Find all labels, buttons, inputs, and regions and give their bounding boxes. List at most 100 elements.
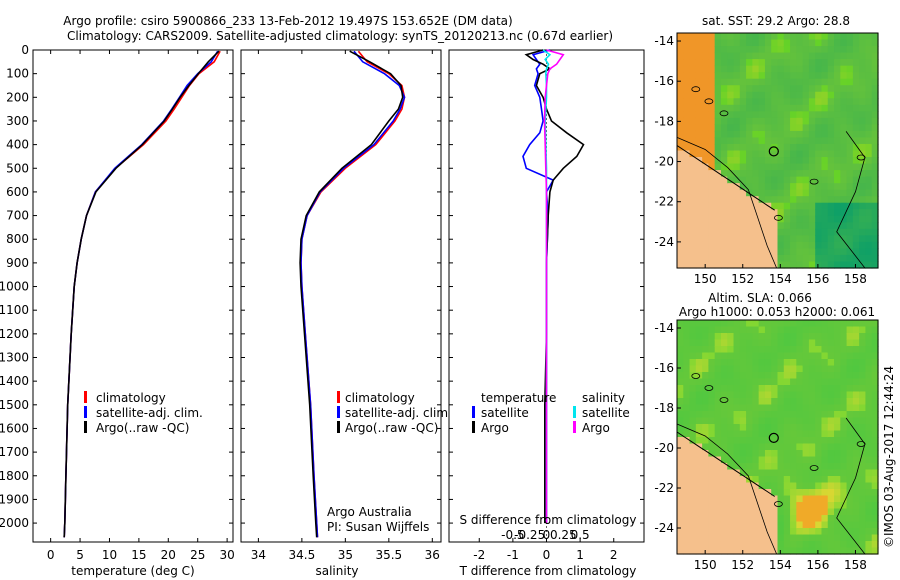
- map-cell: [683, 320, 691, 328]
- map-cell: [720, 91, 728, 99]
- map-cell: [871, 143, 879, 152]
- map-cell: [758, 372, 766, 380]
- map-cell: [859, 469, 867, 477]
- depth-tick-label: 1500: [0, 398, 29, 412]
- map-cell: [746, 46, 753, 54]
- map-cell: [790, 72, 797, 80]
- map-cell: [790, 124, 797, 132]
- map-cell: [752, 52, 760, 60]
- map-cell: [695, 450, 703, 458]
- map-cell: [834, 117, 841, 125]
- map-cell: [796, 359, 804, 367]
- map-cell: [733, 202, 741, 210]
- map-cell: [808, 372, 816, 380]
- map-cell: [840, 170, 848, 178]
- isobath-contour: [676, 137, 777, 269]
- map-cell: [834, 378, 841, 386]
- s-difference-label: S difference from climatology: [460, 513, 637, 527]
- map-cell: [827, 202, 835, 210]
- map-cell: [827, 130, 835, 139]
- map-cell: [834, 137, 841, 145]
- map-cell: [846, 143, 854, 152]
- map-cell: [720, 391, 728, 399]
- map-cell: [821, 124, 829, 132]
- map-cell: [764, 346, 772, 354]
- legend-label-sal-satellite: satellite: [582, 406, 630, 420]
- profile-location-marker: [768, 432, 779, 443]
- map-cell: [720, 196, 728, 204]
- map-cell: [796, 346, 804, 354]
- map-cell: [815, 65, 823, 73]
- map-cell: [677, 241, 684, 250]
- map-cell: [827, 385, 835, 393]
- map-cell: [846, 137, 854, 145]
- map-cell: [695, 365, 703, 373]
- map-cell: [708, 411, 716, 419]
- map-cell: [865, 463, 873, 471]
- map-cell: [683, 463, 691, 471]
- map-cell: [771, 137, 779, 145]
- map-cell: [840, 534, 848, 542]
- map-cell: [840, 235, 848, 243]
- map-cell: [834, 59, 841, 67]
- map-cell: [840, 495, 848, 503]
- map-cell: [846, 372, 854, 380]
- map-cell: [708, 248, 716, 256]
- map-cell: [733, 443, 741, 451]
- map-cell: [727, 463, 735, 471]
- map-cell: [796, 235, 804, 243]
- map-cell: [790, 91, 797, 99]
- map-cell: [840, 85, 848, 93]
- map-cell: [827, 78, 835, 86]
- map-cell: [871, 215, 879, 223]
- map-cell: [720, 143, 728, 152]
- map-cell: [840, 111, 848, 119]
- map-cell: [846, 541, 854, 549]
- lat-tick-label: -20: [654, 441, 674, 455]
- map-cell: [695, 228, 703, 236]
- map-cell: [695, 391, 703, 399]
- map-cell: [746, 183, 753, 191]
- map-cell: [746, 111, 753, 119]
- map-cell: [739, 52, 747, 60]
- map-cell: [815, 137, 823, 145]
- map-cell: [708, 78, 716, 86]
- map-cell: [815, 248, 823, 256]
- map-cell: [764, 378, 772, 386]
- map-cell: [865, 378, 873, 386]
- sst-map-ticks: 150 152 154 156 158-14-16-18-20-22-24: [654, 34, 867, 286]
- map-cell: [727, 163, 735, 171]
- map-cell: [808, 508, 816, 516]
- map-cell: [702, 372, 710, 380]
- map-cell: [695, 117, 703, 125]
- sla-map-field: [676, 320, 879, 555]
- map-cell: [796, 534, 804, 542]
- map-cell: [708, 59, 716, 67]
- map-cell: [702, 385, 710, 393]
- map-cell: [846, 489, 854, 497]
- map-cell: [871, 456, 879, 464]
- map-cell: [777, 215, 785, 223]
- map-cell: [827, 72, 835, 80]
- map-cell: [720, 437, 728, 445]
- x-tick-label: 34: [251, 548, 266, 562]
- coastline: [676, 145, 775, 211]
- map-cell: [783, 547, 791, 555]
- map-cell: [840, 417, 848, 425]
- map-cell: [689, 482, 697, 490]
- map-cell: [708, 547, 716, 555]
- map-cell: [727, 495, 735, 503]
- map-cell: [802, 320, 810, 328]
- map-cell: [752, 489, 760, 497]
- map-cell: [834, 430, 841, 438]
- map-cell: [739, 339, 747, 347]
- map-cell: [764, 430, 772, 438]
- map-cell: [764, 320, 772, 328]
- map-cell: [771, 424, 779, 432]
- map-cell: [771, 65, 779, 73]
- s-diff-tick-label: 0.25: [550, 528, 577, 542]
- map-cell: [708, 365, 716, 373]
- map-cell: [714, 443, 722, 451]
- map-cell: [827, 528, 835, 536]
- map-cell: [871, 228, 879, 236]
